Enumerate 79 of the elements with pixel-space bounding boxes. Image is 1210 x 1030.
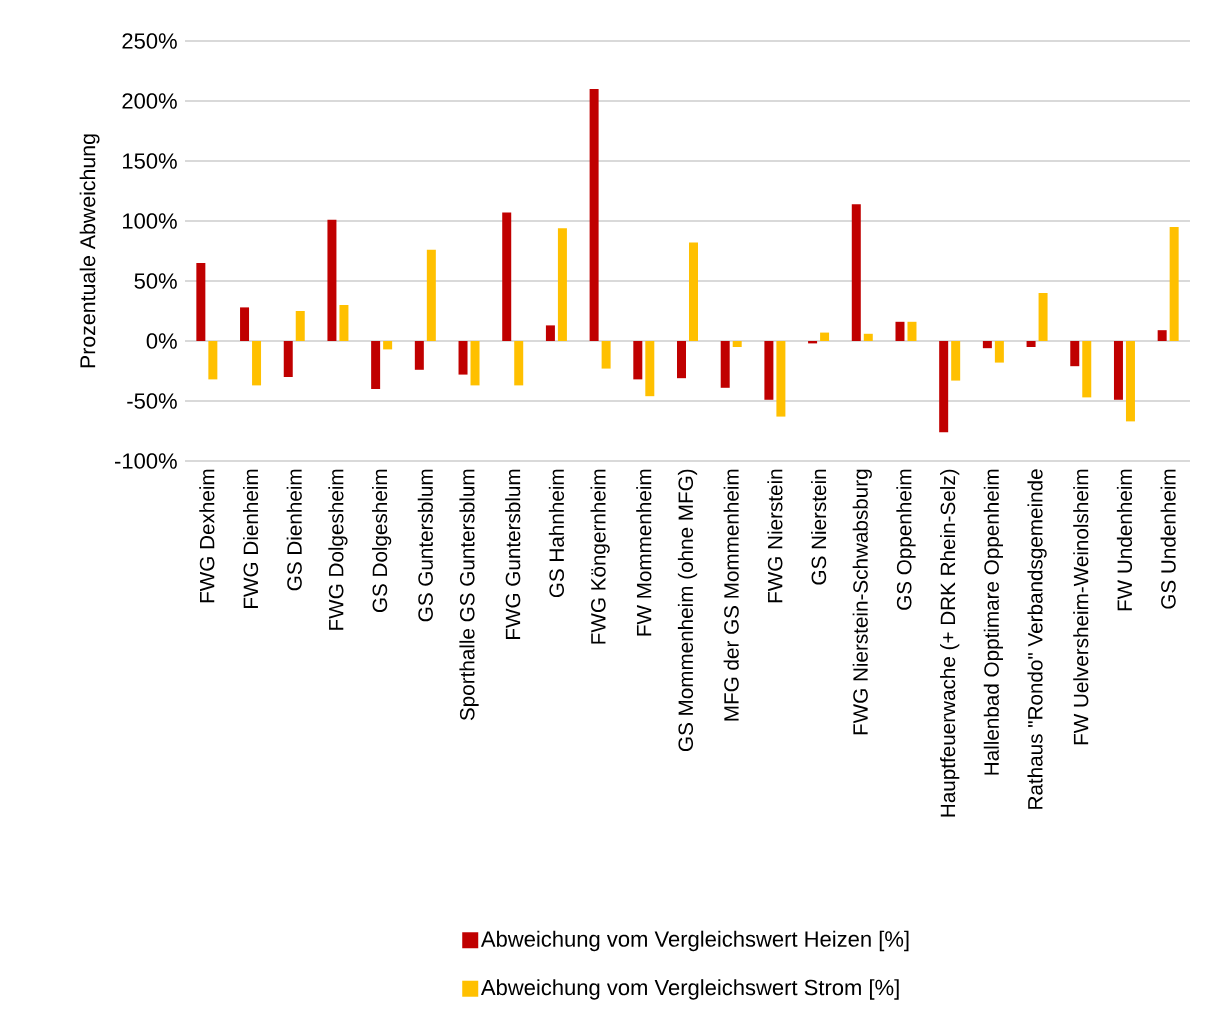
bar [907, 321, 917, 341]
y-tick-label: 150% [123, 153, 177, 169]
bar [863, 333, 873, 341]
bar [1038, 292, 1048, 341]
bar [339, 304, 349, 341]
bar [208, 340, 218, 380]
x-tick-label: GS Undenheim [1160, 469, 1176, 609]
bar [895, 321, 905, 341]
y-axis-title: Prozentuale Abweichung [79, 134, 100, 368]
bar [1125, 340, 1135, 422]
x-tick-label: GS Dolgesheim [372, 469, 392, 613]
bar [470, 340, 480, 386]
bar [820, 332, 830, 341]
x-tick-label: GS Mommenheim (ohne MFG) [677, 469, 698, 751]
y-tick-label: 0% [146, 333, 177, 349]
bar [295, 310, 305, 341]
bar [645, 340, 655, 397]
x-tick-label: FWG Dexheim [199, 469, 215, 603]
bar [240, 307, 250, 341]
x-tick-label: GS Oppenheim [896, 469, 916, 610]
bar [677, 340, 686, 379]
bar [502, 212, 512, 341]
x-tick-label: GS Dienheim [286, 469, 302, 591]
bar [1070, 340, 1080, 367]
x-tick-label: GS Hahnheim [548, 469, 565, 598]
bar [327, 219, 337, 341]
bar [982, 340, 992, 349]
bar [939, 340, 949, 433]
bar [776, 340, 786, 417]
bar [994, 340, 1004, 363]
x-tick-label: Hallenbad Opptimare Oppenheim [983, 469, 1003, 775]
y-tick-label: 250% [122, 33, 177, 49]
bar [545, 325, 555, 341]
x-tick-label: FW Undenheim [1116, 469, 1133, 611]
bar [1026, 340, 1036, 347]
bar [689, 242, 698, 341]
x-tick-label: FWG Nierstein [767, 469, 783, 603]
bar [1113, 340, 1123, 400]
bar [196, 262, 206, 341]
y-tick-label: 200% [122, 93, 177, 109]
bar [851, 204, 861, 341]
y-tick-label: -100% [115, 453, 177, 469]
bar [720, 340, 730, 388]
bar [732, 340, 742, 347]
legend-label: Abweichung vom Vergleichswert Strom [%] [480, 979, 899, 1000]
legend-label: Abweichung vom Vergleichswert Heizen [%] [480, 930, 909, 952]
bar [1157, 330, 1167, 341]
bar [601, 340, 611, 369]
bar [371, 340, 381, 389]
bar [426, 249, 436, 341]
x-tick-label: FW Mommenheim [636, 469, 652, 636]
x-tick-label: GS Nierstein [811, 469, 827, 585]
x-tick-label: Hauptfeuerwache (+ DRK Rhein-Selz) [940, 469, 960, 817]
bar [1082, 340, 1092, 398]
bar [1169, 226, 1179, 341]
bar [283, 340, 293, 377]
bar [633, 340, 643, 380]
bar [557, 228, 567, 341]
bar [383, 340, 393, 350]
bar [252, 340, 262, 386]
x-tick-label: FWG Dolgesheim [328, 469, 348, 630]
x-tick-label: Rathaus "Rondo" Verbandsgemeinde [1027, 469, 1047, 809]
y-tick-label: 100% [123, 213, 177, 229]
x-tick-label: FWG Dienheim [242, 469, 259, 608]
x-tick-label: Sporthalle GS Guntersblum [459, 469, 479, 721]
x-tick-label: FWG Köngernheim [590, 469, 610, 644]
bar [951, 340, 961, 381]
y-tick-label: -50% [127, 393, 177, 409]
bar [414, 340, 424, 370]
bar [764, 340, 774, 400]
bar [589, 88, 599, 341]
x-tick-label: FW Uelversheim-Weinolsheim [1073, 469, 1089, 745]
y-tick-label: 50% [134, 273, 177, 289]
bar [458, 340, 468, 375]
x-tick-label: FWG Nierstein-Schwabsburg [852, 469, 872, 735]
x-tick-label: FWG Guntersblum [505, 469, 521, 639]
bar [514, 340, 524, 386]
x-tick-label: GS Guntersblum [417, 469, 433, 622]
x-tick-label: MFG der GS Mommenheim [723, 469, 739, 721]
